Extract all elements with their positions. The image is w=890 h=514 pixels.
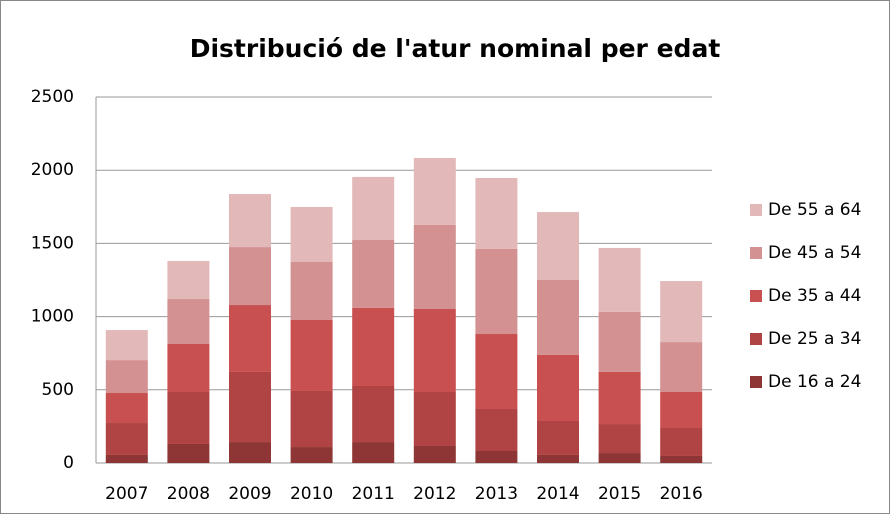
- x-tick-label: 2010: [290, 484, 333, 504]
- chart-title: Distribució de l'atur nominal per edat: [190, 34, 721, 63]
- bar-segment: [105, 393, 148, 424]
- x-tick-label: 2008: [167, 484, 210, 504]
- y-tick-label: 2500: [31, 87, 74, 107]
- legend-label: De 25 a 34: [768, 329, 861, 349]
- bar-segment: [598, 424, 641, 454]
- bar-segment: [413, 446, 456, 463]
- legend-swatch: [750, 247, 762, 259]
- bar-segment: [352, 385, 395, 443]
- bar-segment: [660, 455, 703, 463]
- bar-segment: [352, 176, 395, 241]
- bar-segment: [290, 206, 333, 262]
- bar-segment: [660, 281, 703, 343]
- y-tick-label: 500: [42, 380, 74, 400]
- x-tick-label: 2015: [598, 484, 641, 504]
- legend-swatch: [750, 290, 762, 302]
- x-tick-label: 2012: [413, 484, 456, 504]
- x-tick-label: 2009: [228, 484, 271, 504]
- x-tick-label: 2011: [352, 484, 395, 504]
- bar-segment: [352, 307, 395, 386]
- bar-segment: [475, 248, 518, 335]
- bar-segment: [660, 342, 703, 392]
- bar-segment: [413, 308, 456, 392]
- bar-segment: [537, 354, 579, 421]
- bar-segment: [598, 371, 641, 425]
- bar-segment: [537, 280, 579, 355]
- bar-segment: [537, 212, 579, 280]
- legend-label: De 45 a 54: [768, 243, 861, 263]
- bar-segment: [598, 247, 641, 312]
- bar-segment: [290, 319, 333, 391]
- bar-segment: [537, 420, 579, 455]
- bar-segment: [229, 247, 271, 306]
- x-tick-label: 2014: [536, 484, 579, 504]
- bar-segment: [290, 261, 333, 320]
- legend-swatch: [750, 376, 762, 388]
- x-tick-label: 2016: [660, 484, 703, 504]
- bar-segment: [598, 453, 641, 463]
- y-tick-label: 2000: [31, 160, 74, 180]
- bar-segment: [413, 158, 456, 225]
- bar-segment: [167, 299, 210, 344]
- x-tick-label: 2007: [105, 484, 148, 504]
- bar-segment: [229, 305, 271, 372]
- legend-label: De 16 a 24: [768, 372, 861, 392]
- bar-segment: [352, 240, 395, 308]
- bar-segment: [475, 408, 518, 451]
- bar-segment: [413, 224, 456, 309]
- bar-segment: [229, 194, 271, 248]
- bar-segment: [229, 442, 271, 463]
- x-tick-label: 2013: [475, 484, 518, 504]
- bar-segment: [475, 177, 518, 249]
- bar-segment: [229, 371, 271, 443]
- bar-segment: [167, 443, 210, 463]
- bar-segment: [413, 391, 456, 447]
- y-tick-label: 1000: [31, 307, 74, 327]
- bar-segment: [167, 391, 210, 444]
- bar-segment: [475, 450, 518, 463]
- legend-label: De 55 a 64: [768, 200, 861, 220]
- legend-swatch: [750, 333, 762, 345]
- bar-segment: [290, 447, 333, 463]
- bar-segment: [475, 334, 518, 409]
- bar-segment: [105, 330, 148, 361]
- bar-segment: [290, 390, 333, 448]
- y-tick-label: 0: [63, 453, 74, 473]
- bar-segment: [167, 343, 210, 392]
- y-tick-label: 1500: [31, 233, 74, 253]
- bar-segment: [352, 442, 395, 463]
- legend-label: De 35 a 44: [768, 286, 861, 306]
- bar-segment: [660, 428, 703, 456]
- bar-segment: [167, 260, 210, 300]
- bar-segment: [537, 454, 579, 463]
- bar-segment: [105, 454, 148, 463]
- bar-segment: [105, 360, 148, 394]
- bar-segment: [598, 311, 641, 372]
- bar-segment: [660, 391, 703, 429]
- bar-segment: [105, 423, 148, 455]
- legend-swatch: [750, 204, 762, 216]
